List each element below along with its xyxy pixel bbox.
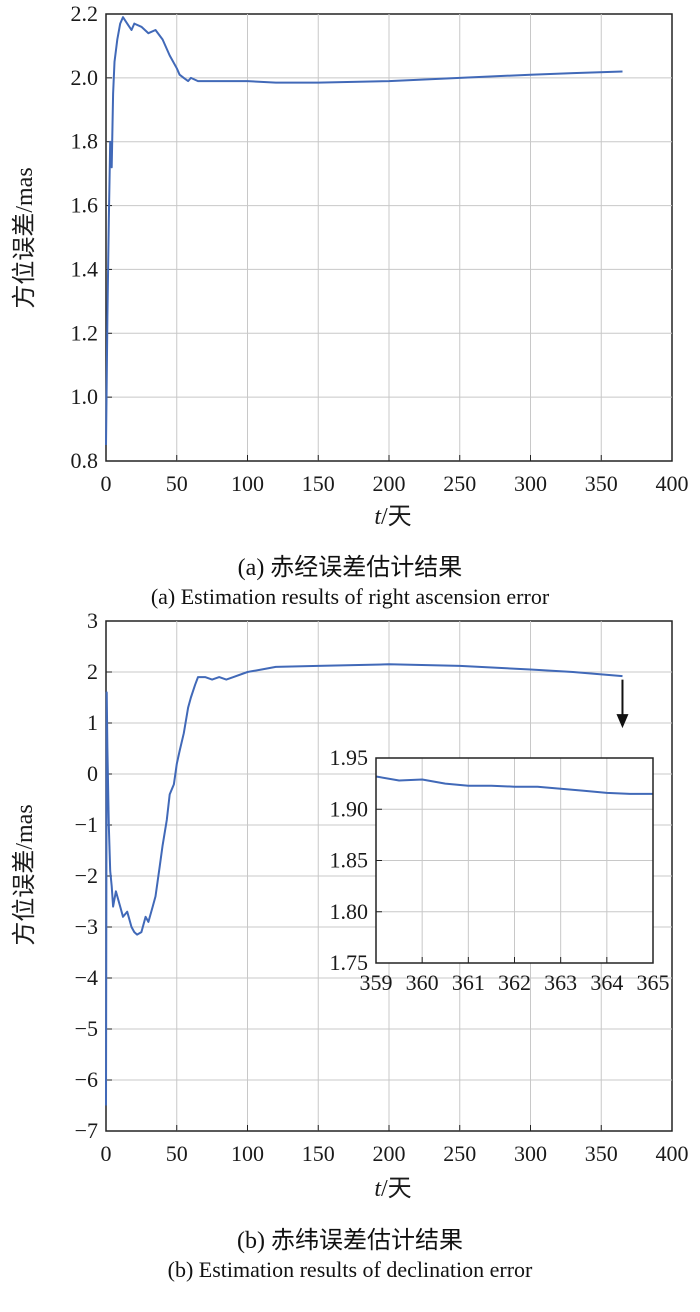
chart-a-grid — [105, 13, 673, 462]
chart-a-x-tick-label: 400 — [656, 471, 689, 496]
chart-a-y-tick-label: 0.8 — [71, 448, 99, 473]
chart-b-y-tick-label: −5 — [75, 1016, 98, 1041]
chart-b-x-tick-label: 250 — [443, 1141, 476, 1166]
chart-a-x-tick-label: 150 — [302, 471, 335, 496]
chart-a-y-tick-label: 1.0 — [71, 384, 99, 409]
caption-b-en: (b) Estimation results of declination er… — [167, 1257, 533, 1282]
chart-b-y-tick-label: −4 — [75, 965, 98, 990]
chart-b-inset-x-tick-label: 363 — [544, 970, 577, 995]
chart-a-x-tick-label: 300 — [514, 471, 547, 496]
chart-a-series — [105, 16, 623, 446]
chart-b-inset-y-tick-label: 1.85 — [330, 848, 369, 873]
caption-a-en: (a) Estimation results of right ascensio… — [150, 584, 550, 609]
caption-b-cn: (b) 赤纬误差估计结果 — [237, 1228, 463, 1254]
chart-a-x-tick-label: 100 — [231, 471, 264, 496]
chart-b-inset-y-ticks: 1.75 1.80 1.85 1.90 1.95 — [330, 745, 369, 975]
chart-a-y-tick-label: 2.0 — [71, 65, 99, 90]
chart-b-inset-x-tick-label: 359 — [360, 970, 393, 995]
chart-b-y-tick-label: 2 — [87, 659, 98, 684]
chart-a-x-tick-label: 50 — [166, 471, 188, 496]
chart-b-inset-x-tick-label: 362 — [498, 970, 531, 995]
chart-b-inset-x-tick-label: 364 — [590, 970, 623, 995]
chart-b-inset-x-tick-label: 365 — [637, 970, 670, 995]
chart-b-y-ticks: −7 −6 −5 −4 −3 −2 −1 0 1 2 3 — [75, 608, 98, 1143]
chart-b-series-line — [105, 663, 623, 1106]
chart-b-inset-x-ticks: 359 360 361 362 363 364 365 — [360, 970, 670, 995]
chart-a-x-tick-label: 0 — [101, 471, 112, 496]
chart-a-series-line — [105, 16, 623, 446]
chart-b-y-tick-label: 1 — [87, 710, 98, 735]
chart-a-x-axis-label: t/天 — [374, 504, 411, 530]
chart-a-y-tick-label: 2.2 — [71, 1, 99, 26]
chart-b-x-tick-label: 50 — [166, 1141, 188, 1166]
chart-b-x-axis-label: t/天 — [374, 1176, 411, 1202]
chart-a-x-tick-label: 250 — [443, 471, 476, 496]
chart-a-x-tick-label: 200 — [373, 471, 406, 496]
chart-b-y-tick-label: −7 — [75, 1118, 98, 1143]
chart-a-y-tick-label: 1.4 — [71, 256, 99, 281]
chart-b-inset-y-tick-label: 1.75 — [330, 950, 369, 975]
chart-b-x-tick-label: 400 — [656, 1141, 689, 1166]
chart-a: 0 50 100 150 200 250 300 350 400 0.8 1.0 1.2 1.4 1.6… — [11, 1, 689, 530]
zoom-arrow-head — [616, 714, 629, 729]
chart-b-inset-x-tick-label: 361 — [452, 970, 485, 995]
chart-b-inset-x-tick-label: 360 — [406, 970, 439, 995]
chart-b-x-tick-label: 0 — [101, 1141, 112, 1166]
chart-b-x-tick-label: 200 — [373, 1141, 406, 1166]
chart-b-y-tick-label: −3 — [75, 914, 98, 939]
chart-b-y-tick-label: −1 — [75, 812, 98, 837]
chart-b-y-tick-label: 0 — [87, 761, 98, 786]
chart-b-x-tick-label: 100 — [231, 1141, 264, 1166]
chart-b-x-tick-label: 150 — [302, 1141, 335, 1166]
chart-a-y-axis-label: 方位误差/mas — [11, 167, 38, 308]
chart-b-y-tick-label: −6 — [75, 1067, 98, 1092]
chart-b-inset-y-tick-label: 1.90 — [330, 796, 369, 821]
chart-a-x-tick-label: 350 — [585, 471, 618, 496]
chart-b-zoom-arrow — [616, 679, 629, 729]
chart-b-y-tick-label: −2 — [75, 863, 98, 888]
chart-b-inset-series-line — [375, 775, 653, 795]
chart-b-inset-y-tick-label: 1.80 — [330, 899, 369, 924]
chart-a-x-ticks: 0 50 100 150 200 250 300 350 400 — [101, 471, 689, 496]
chart-b: 0 50 100 150 200 250 300 350 400 −7 −6 −5 −4 −3 −2 −1 0… — [11, 608, 689, 1202]
chart-a-y-tick-label: 1.8 — [71, 129, 99, 154]
chart-a-y-tick-label: 1.2 — [71, 320, 99, 345]
chart-b-inset-y-tick-label: 1.95 — [330, 745, 369, 770]
chart-b-series — [105, 663, 623, 1106]
chart-b-y-tick-label: 3 — [87, 608, 98, 633]
chart-b-inset: 359 360 361 362 363 364 365 1.751.801.851.901.… — [330, 745, 670, 995]
chart-b-x-ticks: 0 50 100 150 200 250 300 350 400 — [101, 1141, 689, 1166]
chart-a-y-tick-label: 1.6 — [71, 193, 99, 218]
chart-b-y-axis-label: 方位误差/mas — [11, 804, 38, 945]
chart-b-inset-frame — [375, 757, 654, 964]
chart-a-y-ticks: 0.8 1.0 1.2 1.4 1.6 1.8 2.0 2.2 — [71, 1, 99, 473]
caption-a-cn: (a) 赤经误差估计结果 — [237, 555, 463, 581]
chart-b-inset-series — [375, 775, 653, 795]
chart-b-x-tick-label: 350 — [585, 1141, 618, 1166]
chart-b-x-tick-label: 300 — [514, 1141, 547, 1166]
